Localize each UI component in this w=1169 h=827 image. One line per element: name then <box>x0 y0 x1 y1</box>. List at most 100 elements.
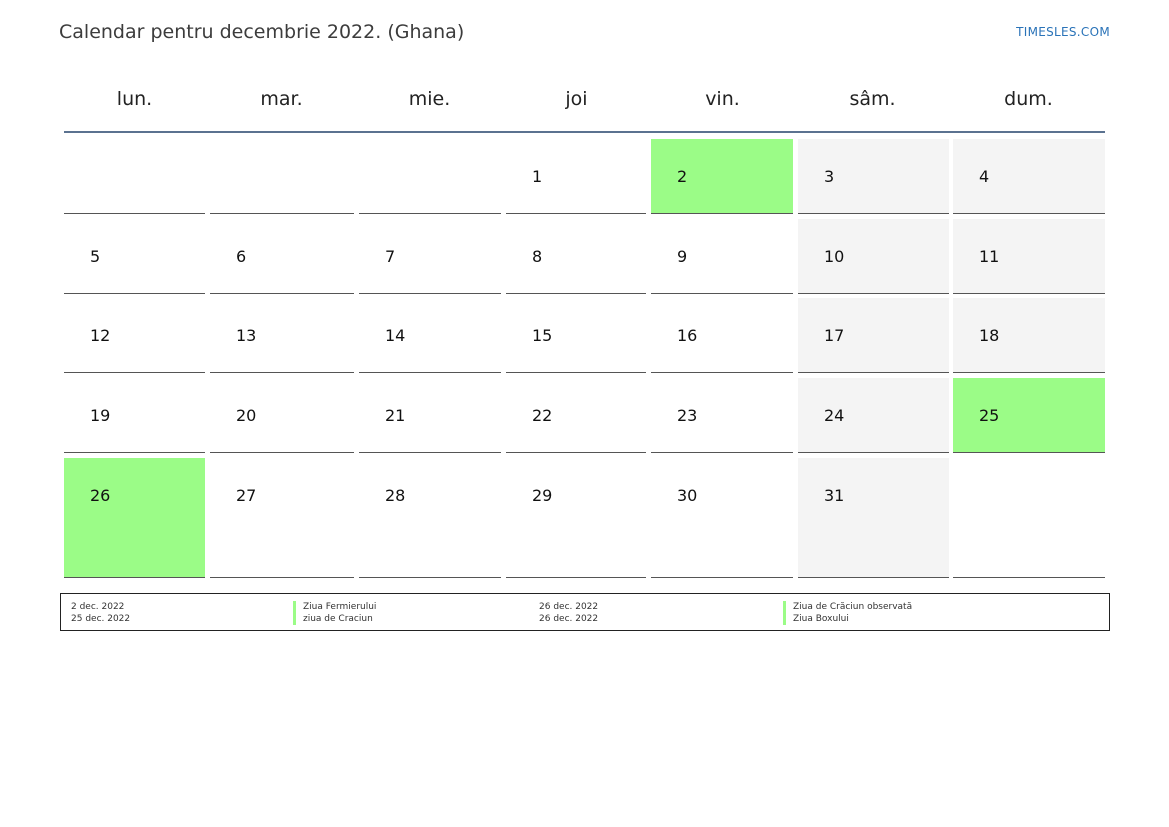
day-number: 22 <box>532 406 553 425</box>
cell-underline <box>798 293 949 294</box>
weekday-label: dum. <box>1004 88 1053 110</box>
day-cell[interactable]: 10 <box>798 219 949 294</box>
day-number: 23 <box>677 406 698 425</box>
day-number: 10 <box>824 247 845 266</box>
day-cell[interactable]: 13 <box>210 298 354 373</box>
legend-holiday-name: Ziua de Crăciun observată <box>783 601 912 613</box>
cell-underline <box>953 293 1105 294</box>
day-number: 30 <box>677 486 698 505</box>
day-number: 7 <box>385 247 396 266</box>
day-cell[interactable]: 31 <box>798 458 949 578</box>
day-cell[interactable]: 19 <box>64 378 205 453</box>
day-cell[interactable]: 8 <box>506 219 646 294</box>
day-cell[interactable]: 29 <box>506 458 646 578</box>
day-number: 26 <box>90 486 111 505</box>
day-cell[interactable]: 7 <box>359 219 501 294</box>
legend-holiday-name: Ziua Boxului <box>783 613 849 625</box>
cell-underline <box>798 372 949 373</box>
day-number: 16 <box>677 326 698 345</box>
weekday-label: vin. <box>705 88 740 110</box>
day-cell[interactable]: 2 <box>651 139 793 214</box>
day-number: 17 <box>824 326 845 345</box>
day-cell[interactable]: 15 <box>506 298 646 373</box>
cell-underline <box>506 577 646 578</box>
day-cell[interactable]: 25 <box>953 378 1105 453</box>
cell-underline <box>651 452 793 453</box>
cell-underline <box>210 372 354 373</box>
day-cell[interactable]: 11 <box>953 219 1105 294</box>
day-cell[interactable]: 24 <box>798 378 949 453</box>
day-cell[interactable]: 18 <box>953 298 1105 373</box>
day-cell[interactable]: 23 <box>651 378 793 453</box>
weekday-label: mie. <box>408 88 451 110</box>
day-number: 20 <box>236 406 257 425</box>
day-cell[interactable]: 3 <box>798 139 949 214</box>
day-cell[interactable]: 22 <box>506 378 646 453</box>
cell-underline <box>506 372 646 373</box>
cell-underline <box>64 452 205 453</box>
day-cell[interactable]: 30 <box>651 458 793 578</box>
day-number: 21 <box>385 406 406 425</box>
weekday-label: joi <box>565 88 588 110</box>
cell-underline <box>359 452 501 453</box>
header-divider <box>64 131 1105 133</box>
day-number: 5 <box>90 247 101 266</box>
legend-date: 26 dec. 2022 <box>539 614 599 624</box>
day-cell[interactable]: 14 <box>359 298 501 373</box>
legend-date: 25 dec. 2022 <box>71 614 131 624</box>
day-cell[interactable]: 27 <box>210 458 354 578</box>
cell-underline <box>798 452 949 453</box>
day-cell[interactable]: 1 <box>506 139 646 214</box>
day-number: 2 <box>677 167 688 186</box>
cell-underline <box>359 293 501 294</box>
cell-underline <box>651 577 793 578</box>
day-cell[interactable]: 9 <box>651 219 793 294</box>
legend-holiday-name: Ziua Fermierului <box>293 601 376 613</box>
brand-link[interactable]: TIMESLES.COM <box>1016 25 1110 39</box>
day-number: 25 <box>979 406 1000 425</box>
cell-underline <box>359 213 501 214</box>
cell-underline <box>359 577 501 578</box>
empty-day-cell <box>210 139 354 214</box>
cell-underline <box>506 293 646 294</box>
empty-day-cell <box>953 458 1105 578</box>
cell-underline <box>210 577 354 578</box>
day-number: 18 <box>979 326 1000 345</box>
cell-underline <box>651 293 793 294</box>
day-number: 6 <box>236 247 247 266</box>
day-number: 29 <box>532 486 553 505</box>
legend-date: 2 dec. 2022 <box>71 602 125 612</box>
cell-underline <box>64 577 205 578</box>
legend-holiday-name: ziua de Craciun <box>293 613 373 625</box>
day-cell[interactable]: 4 <box>953 139 1105 214</box>
cell-underline <box>506 213 646 214</box>
day-cell[interactable]: 6 <box>210 219 354 294</box>
day-number: 8 <box>532 247 543 266</box>
day-cell[interactable]: 17 <box>798 298 949 373</box>
day-cell[interactable]: 26 <box>64 458 205 578</box>
day-cell[interactable]: 28 <box>359 458 501 578</box>
day-number: 31 <box>824 486 845 505</box>
cell-underline <box>953 577 1105 578</box>
day-number: 4 <box>979 167 990 186</box>
empty-day-cell <box>64 139 205 214</box>
day-cell[interactable]: 21 <box>359 378 501 453</box>
weekday-label: lun. <box>116 88 153 110</box>
cell-underline <box>64 293 205 294</box>
cell-underline <box>210 452 354 453</box>
cell-underline <box>210 293 354 294</box>
day-cell[interactable]: 12 <box>64 298 205 373</box>
cell-underline <box>953 452 1105 453</box>
cell-underline <box>64 213 205 214</box>
cell-underline <box>798 213 949 214</box>
cell-underline <box>651 372 793 373</box>
day-number: 11 <box>979 247 1000 266</box>
day-cell[interactable]: 20 <box>210 378 354 453</box>
day-number: 15 <box>532 326 553 345</box>
day-number: 19 <box>90 406 111 425</box>
cell-underline <box>64 372 205 373</box>
day-cell[interactable]: 16 <box>651 298 793 373</box>
day-cell[interactable]: 5 <box>64 219 205 294</box>
cell-underline <box>506 452 646 453</box>
day-number: 24 <box>824 406 845 425</box>
